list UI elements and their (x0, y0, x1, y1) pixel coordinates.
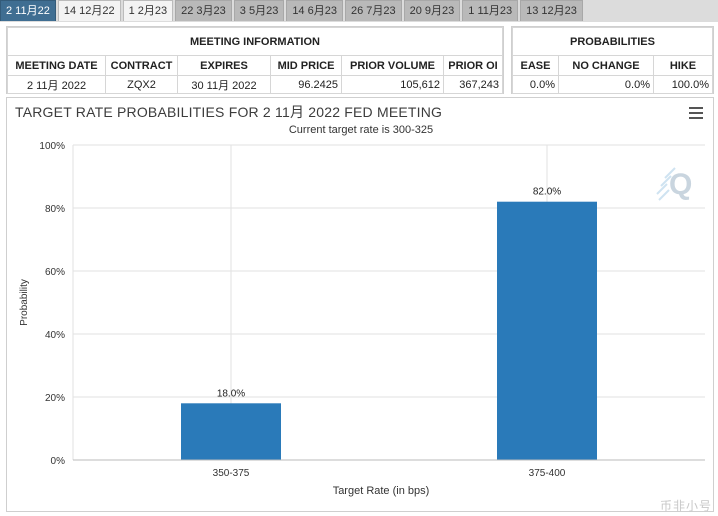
col-no-change: NO CHANGE (558, 55, 654, 76)
y-tick-label: 60% (45, 267, 65, 278)
data-label: 18.0% (217, 388, 245, 399)
col-prior-volume: PRIOR VOLUME (341, 55, 444, 76)
y-tick-label: 100% (39, 141, 65, 152)
val-hike: 100.0% (653, 75, 713, 94)
val-ease: 0.0% (512, 75, 559, 94)
tab-meeting-5[interactable]: 14 6月23 (286, 0, 343, 21)
bar-350-375 (181, 403, 281, 460)
x-tick-label: 350-375 (213, 468, 250, 479)
probabilities-header: PROBABILITIES (512, 27, 713, 56)
val-mid-price: 96.2425 (270, 75, 342, 94)
val-expires: 30 11月 2022 (177, 75, 271, 94)
tab-meeting-7[interactable]: 20 9月23 (403, 0, 461, 21)
col-ease: EASE (512, 55, 559, 76)
chart-container: 0% 20% 40% 60% 80% 100% 18.0% 350-375 82.0% 375-4… (6, 97, 714, 512)
tab-meeting-3[interactable]: 22 3月23 (175, 0, 232, 21)
chart-title: TARGET RATE PROBABILITIES FOR 2 11月 2022… (15, 104, 443, 120)
probabilities-table: PROBABILITIES EASE NO CHANGE HIKE 0.0% 0… (512, 27, 713, 94)
col-mid-price: MID PRICE (270, 55, 342, 76)
y-tick-label: 80% (45, 204, 65, 215)
bar-375-400 (497, 201, 597, 460)
hamburger-menu-icon[interactable] (689, 107, 703, 119)
val-meeting-date: 2 11月 2022 (7, 75, 106, 94)
tab-meeting-2[interactable]: 1 2月23 (122, 0, 174, 21)
tab-meeting-4[interactable]: 3 5月23 (233, 0, 285, 21)
val-contract: ZQX2 (105, 75, 178, 94)
chart-subtitle: Current target rate is 300-325 (288, 124, 434, 136)
val-prior-volume: 105,612 (341, 75, 444, 94)
col-meeting-date: MEETING DATE (7, 55, 106, 76)
y-tick-label: 40% (45, 330, 65, 341)
svg-text:Q: Q (669, 168, 692, 201)
col-prior-oi: PRIOR OI (443, 55, 503, 76)
meeting-info-header: MEETING INFORMATION (7, 27, 503, 56)
meeting-info-panel: MEETING INFORMATION MEETING DATE CONTRAC… (6, 26, 504, 94)
x-axis-title: Target Rate (in bps) (333, 485, 430, 497)
y-tick-label: 20% (45, 393, 65, 404)
col-expires: EXPIRES (177, 55, 271, 76)
col-hike: HIKE (653, 55, 713, 76)
tab-meeting-8[interactable]: 1 11月23 (462, 0, 519, 21)
y-tick-label: 0% (51, 456, 66, 467)
meeting-tabs: 2 11月22 14 12月22 1 2月23 22 3月23 3 5月23 14 6月2… (0, 0, 718, 22)
x-tick-label: 375-400 (529, 468, 566, 479)
probabilities-panel: PROBABILITIES EASE NO CHANGE HIKE 0.0% 0… (511, 26, 714, 94)
tab-meeting-1[interactable]: 14 12月22 (57, 0, 121, 21)
data-label: 82.0% (533, 187, 561, 198)
tab-meeting-9[interactable]: 13 12月23 (520, 0, 583, 21)
watermark-text: 币非小号 (659, 499, 712, 513)
meeting-info-table: MEETING INFORMATION MEETING DATE CONTRAC… (7, 27, 503, 94)
val-prior-oi: 367,243 (443, 75, 503, 94)
quikstrike-logo-icon: Q (656, 167, 692, 201)
probability-chart: 0% 20% 40% 60% 80% 100% 18.0% 350-375 82.0% 375-4… (19, 141, 705, 497)
y-axis-title: Probability (19, 279, 30, 326)
tab-meeting-0[interactable]: 2 11月22 (0, 0, 56, 21)
tab-meeting-6[interactable]: 26 7月23 (344, 0, 402, 21)
col-contract: CONTRACT (105, 55, 178, 76)
val-no-change: 0.0% (558, 75, 654, 94)
